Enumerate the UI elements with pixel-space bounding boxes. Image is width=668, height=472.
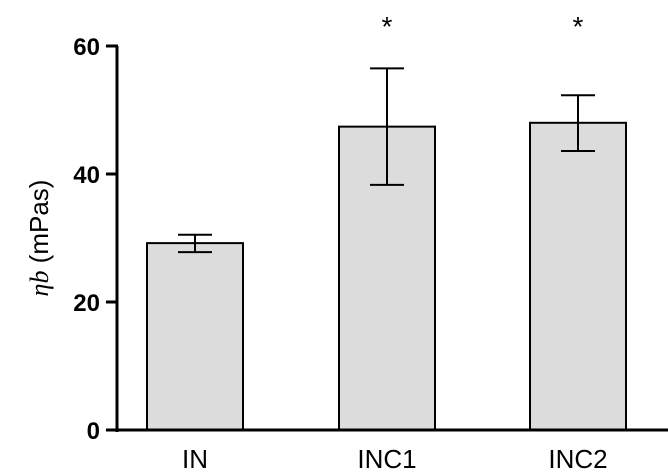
y-tick-label-20: 20 (73, 290, 100, 317)
y-axis-symbol: ηb (25, 271, 54, 297)
category-label-inc1: INC1 (357, 444, 416, 472)
y-tick-label-40: 40 (73, 162, 100, 189)
y-tick-label-60: 60 (73, 34, 100, 61)
significance-layer: * * (382, 11, 584, 42)
axes (115, 46, 668, 432)
error-bars-layer (178, 67, 595, 254)
error-bar-inc1 (370, 67, 404, 186)
category-label-inc2: INC2 (548, 444, 607, 472)
category-label-in: IN (182, 444, 208, 472)
category-labels-layer: IN INC1 INC2 (182, 444, 608, 472)
y-axis-unit: (mPas) (24, 180, 54, 271)
y-ticks-layer: 0 20 40 60 (73, 34, 118, 445)
error-bar-in (178, 233, 212, 254)
bar-inc2 (529, 121, 627, 432)
y-axis-title: ηb (mPas) (24, 180, 54, 297)
bar-in (146, 242, 244, 431)
y-tick-label-0: 0 (87, 418, 100, 445)
significance-marker-inc2: * (573, 11, 584, 42)
significance-marker-inc1: * (382, 11, 393, 42)
error-bar-inc2 (561, 94, 595, 152)
